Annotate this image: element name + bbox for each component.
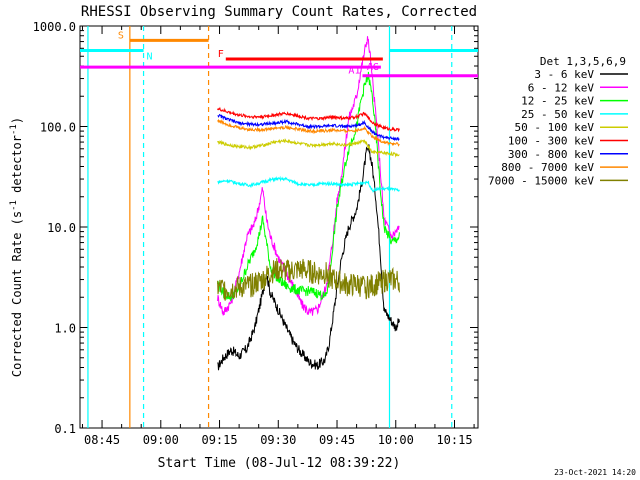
flag-label: S [118,30,124,41]
x-axis-label: Start Time (08-Jul-12 08:39:22) [158,456,401,471]
y-tick-label: 1000.0 [33,20,76,34]
flag-label: AG [367,62,379,73]
series-line-6 [217,113,400,142]
x-tick-label: 10:15 [436,433,472,447]
flag-label: A1 [348,66,360,77]
y-tick-label: 0.1 [54,422,76,436]
legend-label: 100 - 300 keV [508,135,594,148]
flag-label: N [147,52,153,63]
y-axis-label-main: Corrected Count Rate (s [10,211,24,377]
legend-label: 300 - 800 keV [508,148,594,161]
flag-label: F [218,49,224,60]
series-line-4 [217,138,400,158]
legend-label: 7000 - 15000 keV [488,174,594,187]
legend-label: 12 - 25 keV [521,95,594,108]
y-axis-label-sup1: -1 [9,200,19,211]
y-axis-label-end: ) [10,117,24,124]
series-lines [217,36,400,371]
series-line-3 [217,175,400,193]
x-axis: 08:45 09:00 09:15 09:30 09:45 10:00 10:15 [81,26,475,447]
series-line-5 [217,106,400,133]
vertical-markers [87,26,453,428]
series-line-1 [217,36,400,316]
plot-frame [79,25,479,429]
flag-bars: S N F AG A1 [80,30,478,78]
y-axis-label: Corrected Count Rate (s-1 detector-1) [9,117,24,377]
chart-title: RHESSI Observing Summary Count Rates, Co… [81,4,477,20]
x-tick-label: 08:45 [84,433,120,447]
series-line-0 [217,144,400,371]
series-line-2 [217,71,400,302]
y-tick-label: 10.0 [47,221,76,235]
y-tick-label: 100.0 [40,121,76,135]
x-tick-label: 09:00 [143,433,179,447]
legend-label: 50 - 100 keV [515,121,595,134]
legend-label: 25 - 50 keV [521,108,594,121]
footer-date: 23-Oct-2021 14:20 [554,468,636,477]
x-tick-label: 09:45 [319,433,355,447]
series-line-7 [217,118,400,147]
x-tick-label: 10:00 [378,433,414,447]
legend-label: 6 - 12 keV [528,81,595,94]
y-axis-label-mid: detector [10,135,24,200]
x-tick-label: 09:15 [201,433,237,447]
series-line-8 [217,258,400,301]
legend-label: 800 - 7000 keV [501,161,594,174]
x-tick-label: 09:30 [260,433,296,447]
legend-title: Det 1,3,5,6,9 [540,55,626,68]
y-axis: 0.1 1.0 10.0 100.0 1000.0 [33,20,478,436]
y-tick-label: 1.0 [54,322,76,336]
legend-label: 3 - 6 keV [534,68,594,81]
plot-border [79,25,479,429]
y-axis-label-sup2: -1 [9,124,19,135]
